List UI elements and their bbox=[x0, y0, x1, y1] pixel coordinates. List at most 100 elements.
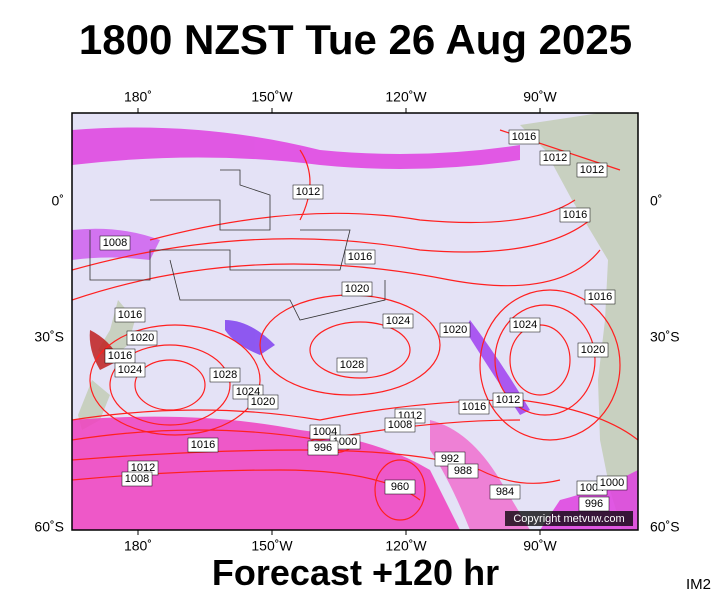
map-layers bbox=[72, 113, 638, 530]
isobar-label-text: 1020 bbox=[443, 324, 467, 336]
isobar-label-text: 1016 bbox=[563, 209, 587, 221]
isobar-label: 960 bbox=[384, 479, 416, 495]
isobar-label: 1016 bbox=[344, 249, 376, 265]
lat-label: 0˚ bbox=[650, 193, 662, 209]
isobar-label: 1016 bbox=[559, 207, 591, 223]
isobar-label: 996 bbox=[578, 496, 610, 512]
copyright-bg bbox=[505, 511, 633, 526]
isobar-label-text: 1016 bbox=[588, 291, 612, 303]
isobar-label-bg bbox=[209, 367, 241, 383]
isobar-label-bg bbox=[292, 184, 324, 200]
lon-label: 120˚W bbox=[385, 538, 427, 554]
isobar-label-bg bbox=[576, 162, 608, 178]
isobar-label: 984 bbox=[489, 484, 521, 500]
isobar-label-bg bbox=[341, 281, 373, 297]
lon-label: 150˚W bbox=[251, 89, 293, 105]
isobar-label-text: 1012 bbox=[296, 186, 320, 198]
isobar-label: 1012 bbox=[292, 184, 324, 200]
isobar-label-text: 1028 bbox=[213, 369, 237, 381]
isobar-label: 1012 bbox=[576, 162, 608, 178]
isobar-label-bg bbox=[247, 394, 279, 410]
lon-label: 180˚ bbox=[124, 89, 152, 105]
isobar-label-bg bbox=[508, 129, 540, 145]
isobar-label: 1016 bbox=[458, 399, 490, 415]
isobar-label-bg bbox=[99, 235, 131, 251]
new-zealand bbox=[78, 300, 135, 430]
isobar-label: 1008 bbox=[99, 235, 131, 251]
isobar-label-text: 1012 bbox=[543, 152, 567, 164]
isobar-label-bg bbox=[509, 317, 541, 333]
south-america bbox=[520, 113, 638, 530]
isobar-label: 988 bbox=[447, 463, 479, 479]
isobar-label: 1012 bbox=[127, 460, 159, 476]
isobar-label: 1020 bbox=[126, 330, 158, 346]
isobar-label-bg bbox=[492, 392, 524, 408]
lat-label: 30˚S bbox=[650, 329, 680, 345]
precipitation bbox=[72, 127, 638, 530]
isobar-label-bg bbox=[336, 357, 368, 373]
isobar-label-text: 1000 bbox=[600, 477, 624, 489]
boundaries bbox=[89, 169, 386, 321]
isobar-label-bg bbox=[439, 322, 471, 338]
isobar-label-text: 1016 bbox=[348, 251, 372, 263]
isobar-label-bg bbox=[458, 399, 490, 415]
isobar-label-text: 1012 bbox=[496, 394, 520, 406]
isobar-label: 1024 bbox=[382, 313, 414, 329]
isobar-label: 1020 bbox=[439, 322, 471, 338]
isobar-label: 1012 bbox=[539, 150, 571, 166]
isobar-label-text: 1020 bbox=[251, 396, 275, 408]
lon-label: 180˚ bbox=[124, 538, 152, 554]
isobar-label-text: 1008 bbox=[125, 473, 149, 485]
isobar-label: 1024 bbox=[509, 317, 541, 333]
isobar-label-text: 960 bbox=[391, 481, 409, 493]
isobar-label-text: 1024 bbox=[386, 315, 410, 327]
lat-label: 60˚S bbox=[650, 519, 680, 535]
isobar-label-text: 996 bbox=[314, 442, 332, 454]
isobar-label-text: 1024 bbox=[513, 319, 537, 331]
isobar-label-bg bbox=[384, 417, 416, 433]
isobar-label-text: 1016 bbox=[462, 401, 486, 413]
isobar-label-bg bbox=[121, 471, 153, 487]
isobar-label: 1020 bbox=[577, 342, 609, 358]
isobar-label: 992 bbox=[434, 451, 466, 467]
isobar-label-text: 1028 bbox=[340, 359, 364, 371]
isobar-label-text: 988 bbox=[454, 465, 472, 477]
map-frame bbox=[71, 112, 639, 531]
isobar-label-text: 1016 bbox=[191, 439, 215, 451]
isobar-label-bg bbox=[114, 362, 146, 378]
isobar-label-text: 1008 bbox=[388, 419, 412, 431]
isobar-label-text: 1024 bbox=[118, 364, 142, 376]
isobar-label-bg bbox=[577, 342, 609, 358]
isobar-label-text: 1012 bbox=[580, 164, 604, 176]
lat-label: 30˚S bbox=[34, 329, 64, 345]
isobar-label-bg bbox=[489, 484, 521, 500]
isobar-label-bg bbox=[384, 479, 416, 495]
isobar-label-text: 996 bbox=[585, 498, 603, 510]
isobar-label: 1016 bbox=[508, 129, 540, 145]
copyright: Copyright metvuw.com bbox=[513, 513, 624, 525]
lat-label: 60˚S bbox=[34, 519, 64, 535]
isobar-label: 1008 bbox=[121, 471, 153, 487]
isobar-label-text: 992 bbox=[441, 453, 459, 465]
isobar-label: 1016 bbox=[104, 348, 136, 364]
lon-label: 90˚W bbox=[523, 538, 557, 554]
isobar-label-text: 1000 bbox=[333, 436, 357, 448]
isobar-label: 1012 bbox=[492, 392, 524, 408]
isobar-label: 1008 bbox=[384, 417, 416, 433]
isobar-label-bg bbox=[344, 249, 376, 265]
lon-label: 90˚W bbox=[523, 89, 557, 105]
isobar-label-bg bbox=[559, 207, 591, 223]
isobar-label: 1020 bbox=[341, 281, 373, 297]
isobar-label-text: 1016 bbox=[118, 309, 142, 321]
isobar-label: 1016 bbox=[584, 289, 616, 305]
lat-label: 0˚ bbox=[52, 193, 64, 209]
isobar-label-bg bbox=[114, 307, 146, 323]
isobar-label-text: 1016 bbox=[108, 350, 132, 362]
isobar-label-text: 984 bbox=[496, 486, 514, 498]
isobar-label-bg bbox=[382, 313, 414, 329]
isobar-label: 1016 bbox=[187, 437, 219, 453]
isobar-label: 1028 bbox=[336, 357, 368, 373]
lon-label: 120˚W bbox=[385, 89, 427, 105]
isobar-label-bg bbox=[539, 150, 571, 166]
